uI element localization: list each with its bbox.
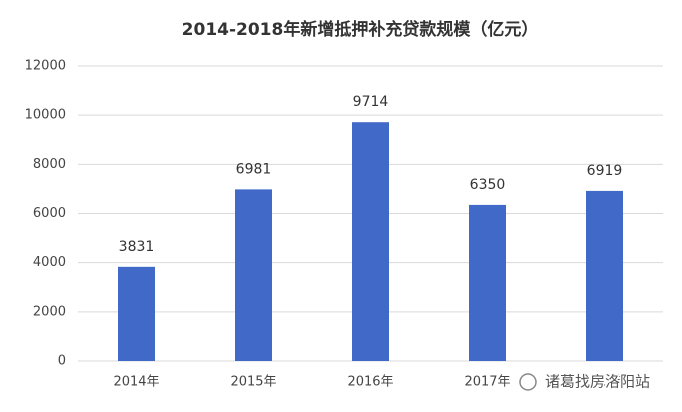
y-tick-label: 6000 (33, 206, 66, 221)
x-tick-label: 2016年 (347, 375, 393, 390)
y-tick-label: 10000 (25, 108, 66, 123)
x-tick-label: 2017年 (464, 375, 510, 390)
bar (235, 189, 272, 361)
watermark: 诸葛找房洛阳站 (545, 373, 650, 391)
x-tick-label: 2018年 (581, 375, 627, 390)
value-label: 9714 (353, 94, 389, 110)
value-label: 6981 (236, 161, 272, 177)
y-tick-label: 4000 (33, 255, 66, 270)
y-tick-label: 0 (58, 354, 66, 369)
x-tick-label: 2014年 (113, 375, 159, 390)
y-tick-label: 12000 (25, 59, 66, 74)
chart-title: 2014-2018年新增抵押补充贷款规模（亿元） (182, 19, 539, 40)
value-label: 6350 (470, 177, 506, 193)
x-tick-label: 2015年 (230, 375, 276, 390)
bar (469, 204, 506, 361)
bar (118, 266, 155, 361)
bar (352, 122, 389, 361)
watermark-icon (519, 373, 537, 391)
value-label: 3831 (119, 239, 155, 255)
value-label: 6919 (587, 163, 623, 179)
y-tick-label: 8000 (33, 157, 66, 172)
y-tick-label: 2000 (33, 304, 66, 319)
bar (586, 190, 623, 361)
